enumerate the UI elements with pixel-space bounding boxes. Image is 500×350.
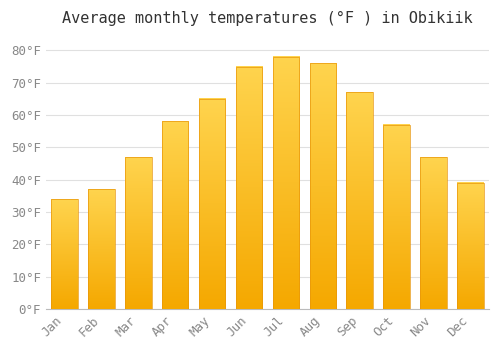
Bar [346, 92, 373, 309]
Bar [236, 66, 262, 309]
Bar [420, 157, 447, 309]
Title: Average monthly temperatures (°F ) in Obikiik: Average monthly temperatures (°F ) in Ob… [62, 11, 472, 26]
Bar [457, 183, 483, 309]
Bar [199, 99, 226, 309]
Bar [88, 189, 115, 309]
Bar [384, 125, 410, 309]
Bar [272, 57, 299, 309]
Bar [310, 63, 336, 309]
Bar [162, 121, 188, 309]
Bar [51, 199, 78, 309]
Bar [125, 157, 152, 309]
